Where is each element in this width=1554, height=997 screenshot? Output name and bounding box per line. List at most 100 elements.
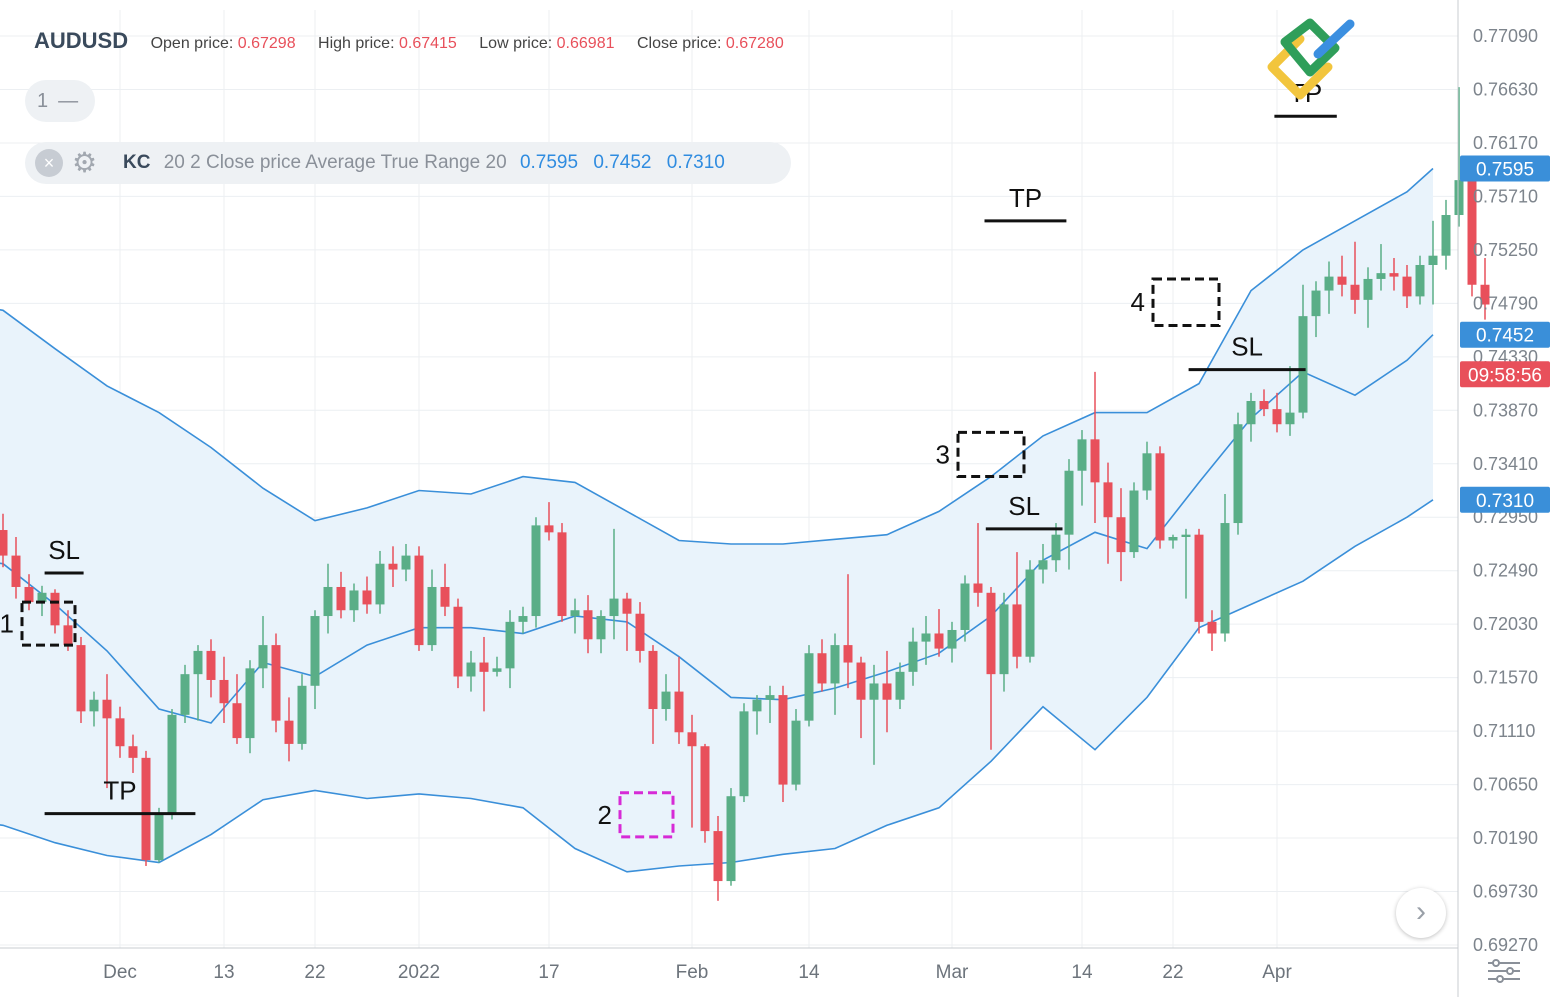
candle[interactable] [102, 674, 112, 789]
candle[interactable] [466, 650, 476, 692]
indicator-legend[interactable]: × ⚙ KC 20 2 Close price Average True Ran… [25, 142, 791, 184]
close-circle-icon[interactable]: × [35, 149, 63, 177]
candle[interactable] [1038, 543, 1048, 584]
candle[interactable] [323, 563, 333, 634]
candle[interactable] [11, 536, 21, 599]
signal-box-1[interactable]: 1 [0, 600, 77, 647]
candle[interactable] [1207, 610, 1217, 651]
candle[interactable] [505, 610, 515, 689]
candle[interactable] [115, 706, 125, 758]
candle[interactable] [492, 656, 502, 677]
candle[interactable] [24, 574, 34, 611]
candle[interactable] [414, 546, 424, 651]
candle[interactable] [1064, 459, 1074, 570]
candle[interactable] [128, 734, 138, 773]
signal-box-4[interactable]: 4 [1131, 277, 1221, 327]
sliders-icon[interactable] [1488, 959, 1520, 983]
candle[interactable] [1480, 258, 1490, 320]
candle[interactable] [245, 660, 255, 754]
candle[interactable] [206, 639, 216, 698]
level-tp[interactable]: TP [44, 776, 196, 816]
candle[interactable] [843, 574, 853, 689]
candle[interactable] [544, 502, 554, 541]
candle[interactable] [817, 639, 827, 692]
candle[interactable] [960, 575, 970, 642]
candle[interactable] [934, 609, 944, 657]
candle[interactable] [1311, 281, 1321, 338]
candle[interactable] [1051, 523, 1061, 572]
candle[interactable] [986, 586, 996, 750]
candle[interactable] [401, 543, 411, 582]
candle[interactable] [1090, 371, 1100, 524]
candle[interactable] [336, 571, 346, 619]
signal-box-3[interactable]: 3 [936, 430, 1026, 479]
candle[interactable] [791, 709, 801, 791]
candle[interactable] [219, 656, 229, 723]
candle[interactable] [882, 650, 892, 733]
candle[interactable] [713, 815, 723, 901]
candle[interactable] [648, 645, 658, 744]
candle[interactable] [1012, 552, 1022, 669]
candle[interactable] [1168, 534, 1178, 549]
candle[interactable] [310, 610, 320, 710]
interval-pill[interactable]: 1— [25, 80, 95, 122]
candle[interactable] [154, 807, 164, 863]
candle[interactable] [1142, 441, 1152, 500]
candle[interactable] [1428, 220, 1438, 305]
level-sl[interactable]: SL [985, 491, 1063, 531]
candle[interactable] [1194, 528, 1204, 634]
candle[interactable] [349, 583, 359, 622]
candle[interactable] [284, 697, 294, 762]
candle[interactable] [1233, 412, 1243, 535]
candle[interactable] [1220, 493, 1230, 642]
gear-icon[interactable]: ⚙ [72, 147, 98, 178]
candle[interactable] [726, 788, 736, 886]
candle[interactable] [752, 695, 762, 735]
candle[interactable] [856, 656, 866, 739]
candle[interactable] [1363, 267, 1373, 328]
level-tp[interactable]: TP [984, 183, 1067, 223]
candle[interactable] [1350, 241, 1360, 314]
candle[interactable] [258, 616, 268, 689]
candle[interactable] [947, 621, 957, 663]
candle[interactable] [453, 598, 463, 689]
candle[interactable] [557, 523, 567, 622]
candle[interactable] [622, 592, 632, 651]
channel-middle-line[interactable] [0, 334, 1434, 724]
candle[interactable] [609, 528, 619, 640]
collapse-dash[interactable]: — [58, 90, 79, 112]
candle[interactable] [180, 664, 190, 723]
candle[interactable] [479, 636, 489, 712]
candle[interactable] [596, 610, 606, 654]
level-sl[interactable]: SL [1188, 332, 1306, 372]
candle[interactable] [1285, 366, 1295, 436]
candle[interactable] [635, 602, 645, 663]
candle[interactable] [362, 576, 372, 614]
candle[interactable] [375, 550, 385, 614]
signal-box-2[interactable]: 2 [598, 791, 675, 839]
candle[interactable] [1272, 392, 1282, 433]
candle[interactable] [167, 709, 177, 820]
candle[interactable] [1077, 430, 1087, 506]
candle[interactable] [141, 750, 151, 866]
candle[interactable] [1389, 258, 1399, 291]
candle[interactable] [440, 563, 450, 617]
candle[interactable] [1103, 462, 1113, 564]
scroll-next-button[interactable]: › [1396, 888, 1446, 938]
candle[interactable] [232, 674, 242, 744]
candle[interactable] [661, 674, 671, 721]
candle[interactable] [830, 633, 840, 715]
candle[interactable] [1116, 488, 1126, 582]
candle[interactable] [921, 616, 931, 665]
candle[interactable] [193, 645, 203, 721]
candle[interactable] [1324, 261, 1334, 314]
candle[interactable] [1467, 174, 1477, 297]
candle[interactable] [765, 685, 775, 723]
candle[interactable] [1402, 264, 1412, 309]
symbol-name[interactable]: AUDUSD [34, 28, 129, 53]
candle[interactable] [1337, 255, 1347, 297]
candle[interactable] [1129, 482, 1139, 558]
candle[interactable] [973, 523, 983, 607]
channel-upper-line[interactable] [0, 167, 1434, 545]
candle[interactable] [76, 636, 86, 723]
